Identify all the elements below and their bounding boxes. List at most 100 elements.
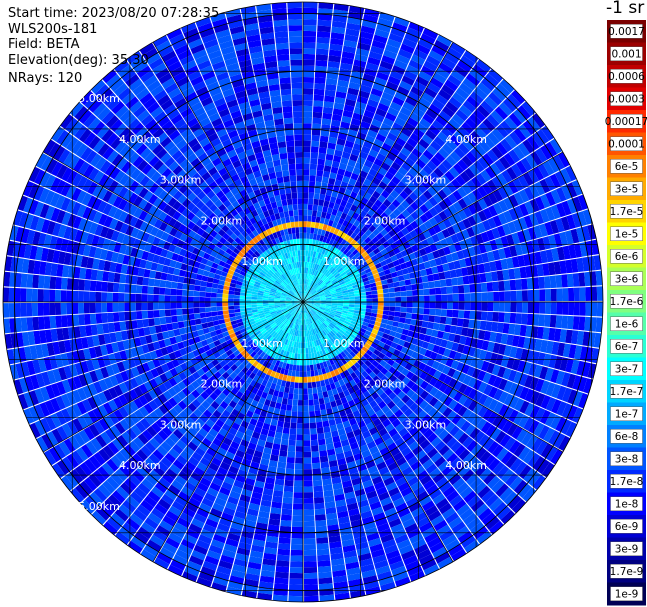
ppi-cell <box>536 129 550 144</box>
ppi-cell <box>303 446 311 452</box>
ppi-cell <box>545 249 554 263</box>
ppi-cell <box>435 353 443 363</box>
ppi-cell <box>524 388 535 403</box>
ppi-cell <box>251 387 259 395</box>
ppi-cell <box>561 184 572 200</box>
ppi-cell <box>498 312 505 323</box>
ppi-cell <box>345 280 352 286</box>
ppi-cell <box>200 339 209 347</box>
ppi-cell <box>551 248 560 262</box>
ppi-cell <box>274 384 281 392</box>
ppi-cell <box>211 423 222 433</box>
ppi-cell <box>431 266 439 274</box>
ppi-cell <box>158 383 168 394</box>
ppi-cell <box>245 376 253 385</box>
ppi-cell <box>317 332 322 339</box>
ppi-cell <box>349 513 362 522</box>
ppi-cell <box>325 212 332 220</box>
ppi-cell <box>317 554 331 562</box>
ppi-cell <box>126 495 140 509</box>
ppi-cell <box>357 366 365 374</box>
ppi-cell <box>432 322 440 331</box>
ppi-cell <box>296 434 303 441</box>
ppi-cell <box>413 465 426 476</box>
ppi-cell <box>479 273 487 283</box>
ppi-cell <box>567 389 578 405</box>
ppi-cell <box>394 91 407 102</box>
ppi-cell <box>189 555 204 566</box>
ppi-cell <box>328 419 336 427</box>
ppi-cell <box>315 320 320 327</box>
ppi-cell <box>260 372 267 380</box>
ppi-cell <box>364 330 372 336</box>
ppi-cell <box>503 491 518 506</box>
ppi-cell <box>405 560 421 571</box>
ppi-cell <box>565 165 577 182</box>
ppi-cell <box>550 369 560 384</box>
ppi-cell <box>363 333 370 340</box>
ppi-cell <box>329 424 338 432</box>
ppi-cell <box>561 372 571 387</box>
ppi-cell <box>353 355 361 362</box>
ppi-cell <box>380 581 396 592</box>
ppi-cell <box>172 459 185 470</box>
ppi-cell <box>307 209 313 216</box>
ppi-cell <box>97 466 111 480</box>
ppi-cell <box>413 127 425 139</box>
ppi-cell <box>337 353 344 360</box>
ppi-cell <box>334 285 341 290</box>
ppi-cell <box>493 376 503 389</box>
ppi-cell <box>178 544 193 555</box>
ppi-cell <box>342 290 349 294</box>
ppi-cell <box>231 323 239 329</box>
ppi-cell <box>204 297 211 302</box>
ppi-cell <box>308 302 315 304</box>
ppi-cell <box>181 465 193 477</box>
ppi-cell <box>280 380 287 387</box>
ppi-cell <box>430 156 442 167</box>
ppi-cell <box>335 452 345 460</box>
ppi-cell <box>448 388 458 399</box>
ppi-cell <box>88 473 102 488</box>
ppi-cell <box>263 447 272 455</box>
ppi-cell <box>469 283 476 293</box>
ppi-cell <box>304 572 318 579</box>
ppi-cell <box>258 587 273 595</box>
ppi-cell <box>382 539 396 549</box>
ppi-cell <box>90 437 103 452</box>
ppi-cell <box>420 269 428 277</box>
ppi-cell <box>380 228 388 237</box>
ppi-cell <box>340 246 347 253</box>
ppi-cell <box>303 169 310 176</box>
ppi-cell <box>449 151 462 163</box>
ppi-cell <box>324 291 331 295</box>
ppi-cell <box>260 428 269 436</box>
ppi-sectors <box>3 2 603 602</box>
ppi-cell <box>369 93 381 103</box>
ppi-cell <box>303 474 313 481</box>
ppi-cell <box>282 497 293 504</box>
ppi-cell <box>376 441 387 451</box>
ppi-cell <box>247 442 257 451</box>
ppi-cell <box>209 482 221 492</box>
ppi-cell <box>346 222 353 230</box>
ppi-cell <box>321 355 326 363</box>
ppi-cell <box>343 227 350 235</box>
ppi-cell <box>329 289 336 293</box>
ppi-cell <box>335 398 343 407</box>
ppi-cell <box>325 294 332 298</box>
ppi-cell <box>470 443 483 456</box>
ppi-cell <box>399 190 409 200</box>
ppi-cell <box>124 380 134 392</box>
ppi-cell <box>336 311 342 315</box>
ppi-cell <box>364 435 374 445</box>
ppi-cell <box>38 358 47 373</box>
ppi-cell <box>488 68 503 83</box>
ppi-cell <box>269 344 275 351</box>
ppi-cell <box>168 532 183 544</box>
ppi-cell <box>369 501 382 511</box>
ppi-cell <box>258 342 265 350</box>
ppi-cell <box>102 480 116 494</box>
ppi-cell <box>208 326 216 333</box>
ppi-cell <box>384 456 396 467</box>
